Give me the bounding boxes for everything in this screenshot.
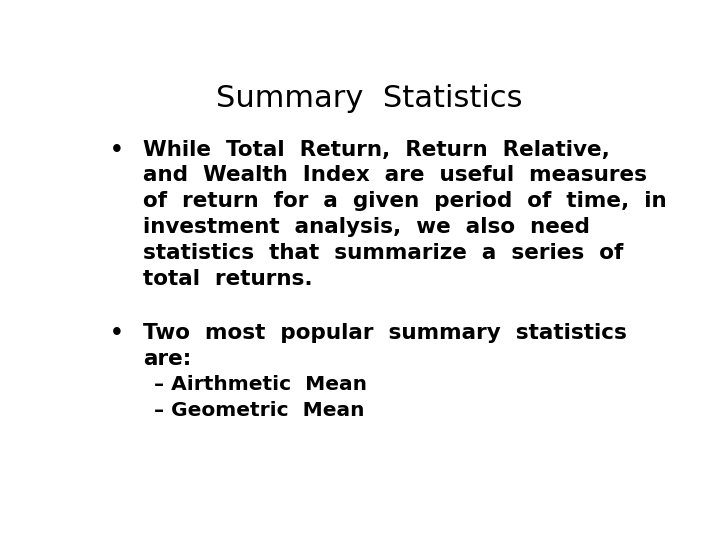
Text: and  Wealth  Index  are  useful  measures: and Wealth Index are useful measures	[143, 165, 647, 185]
Text: – Geometric  Mean: – Geometric Mean	[154, 401, 364, 420]
Text: are:: are:	[143, 349, 192, 369]
Text: Summary  Statistics: Summary Statistics	[216, 84, 522, 112]
Text: total  returns.: total returns.	[143, 268, 312, 288]
Text: statistics  that  summarize  a  series  of: statistics that summarize a series of	[143, 243, 624, 263]
Text: of  return  for  a  given  period  of  time,  in: of return for a given period of time, in	[143, 191, 667, 211]
Text: Two  most  popular  summary  statistics: Two most popular summary statistics	[143, 323, 627, 343]
Text: While  Total  Return,  Return  Relative,: While Total Return, Return Relative,	[143, 140, 610, 160]
Text: – Airthmetic  Mean: – Airthmetic Mean	[154, 375, 367, 394]
Text: investment  analysis,  we  also  need: investment analysis, we also need	[143, 217, 590, 237]
Text: •: •	[109, 323, 123, 343]
Text: •: •	[109, 140, 123, 160]
